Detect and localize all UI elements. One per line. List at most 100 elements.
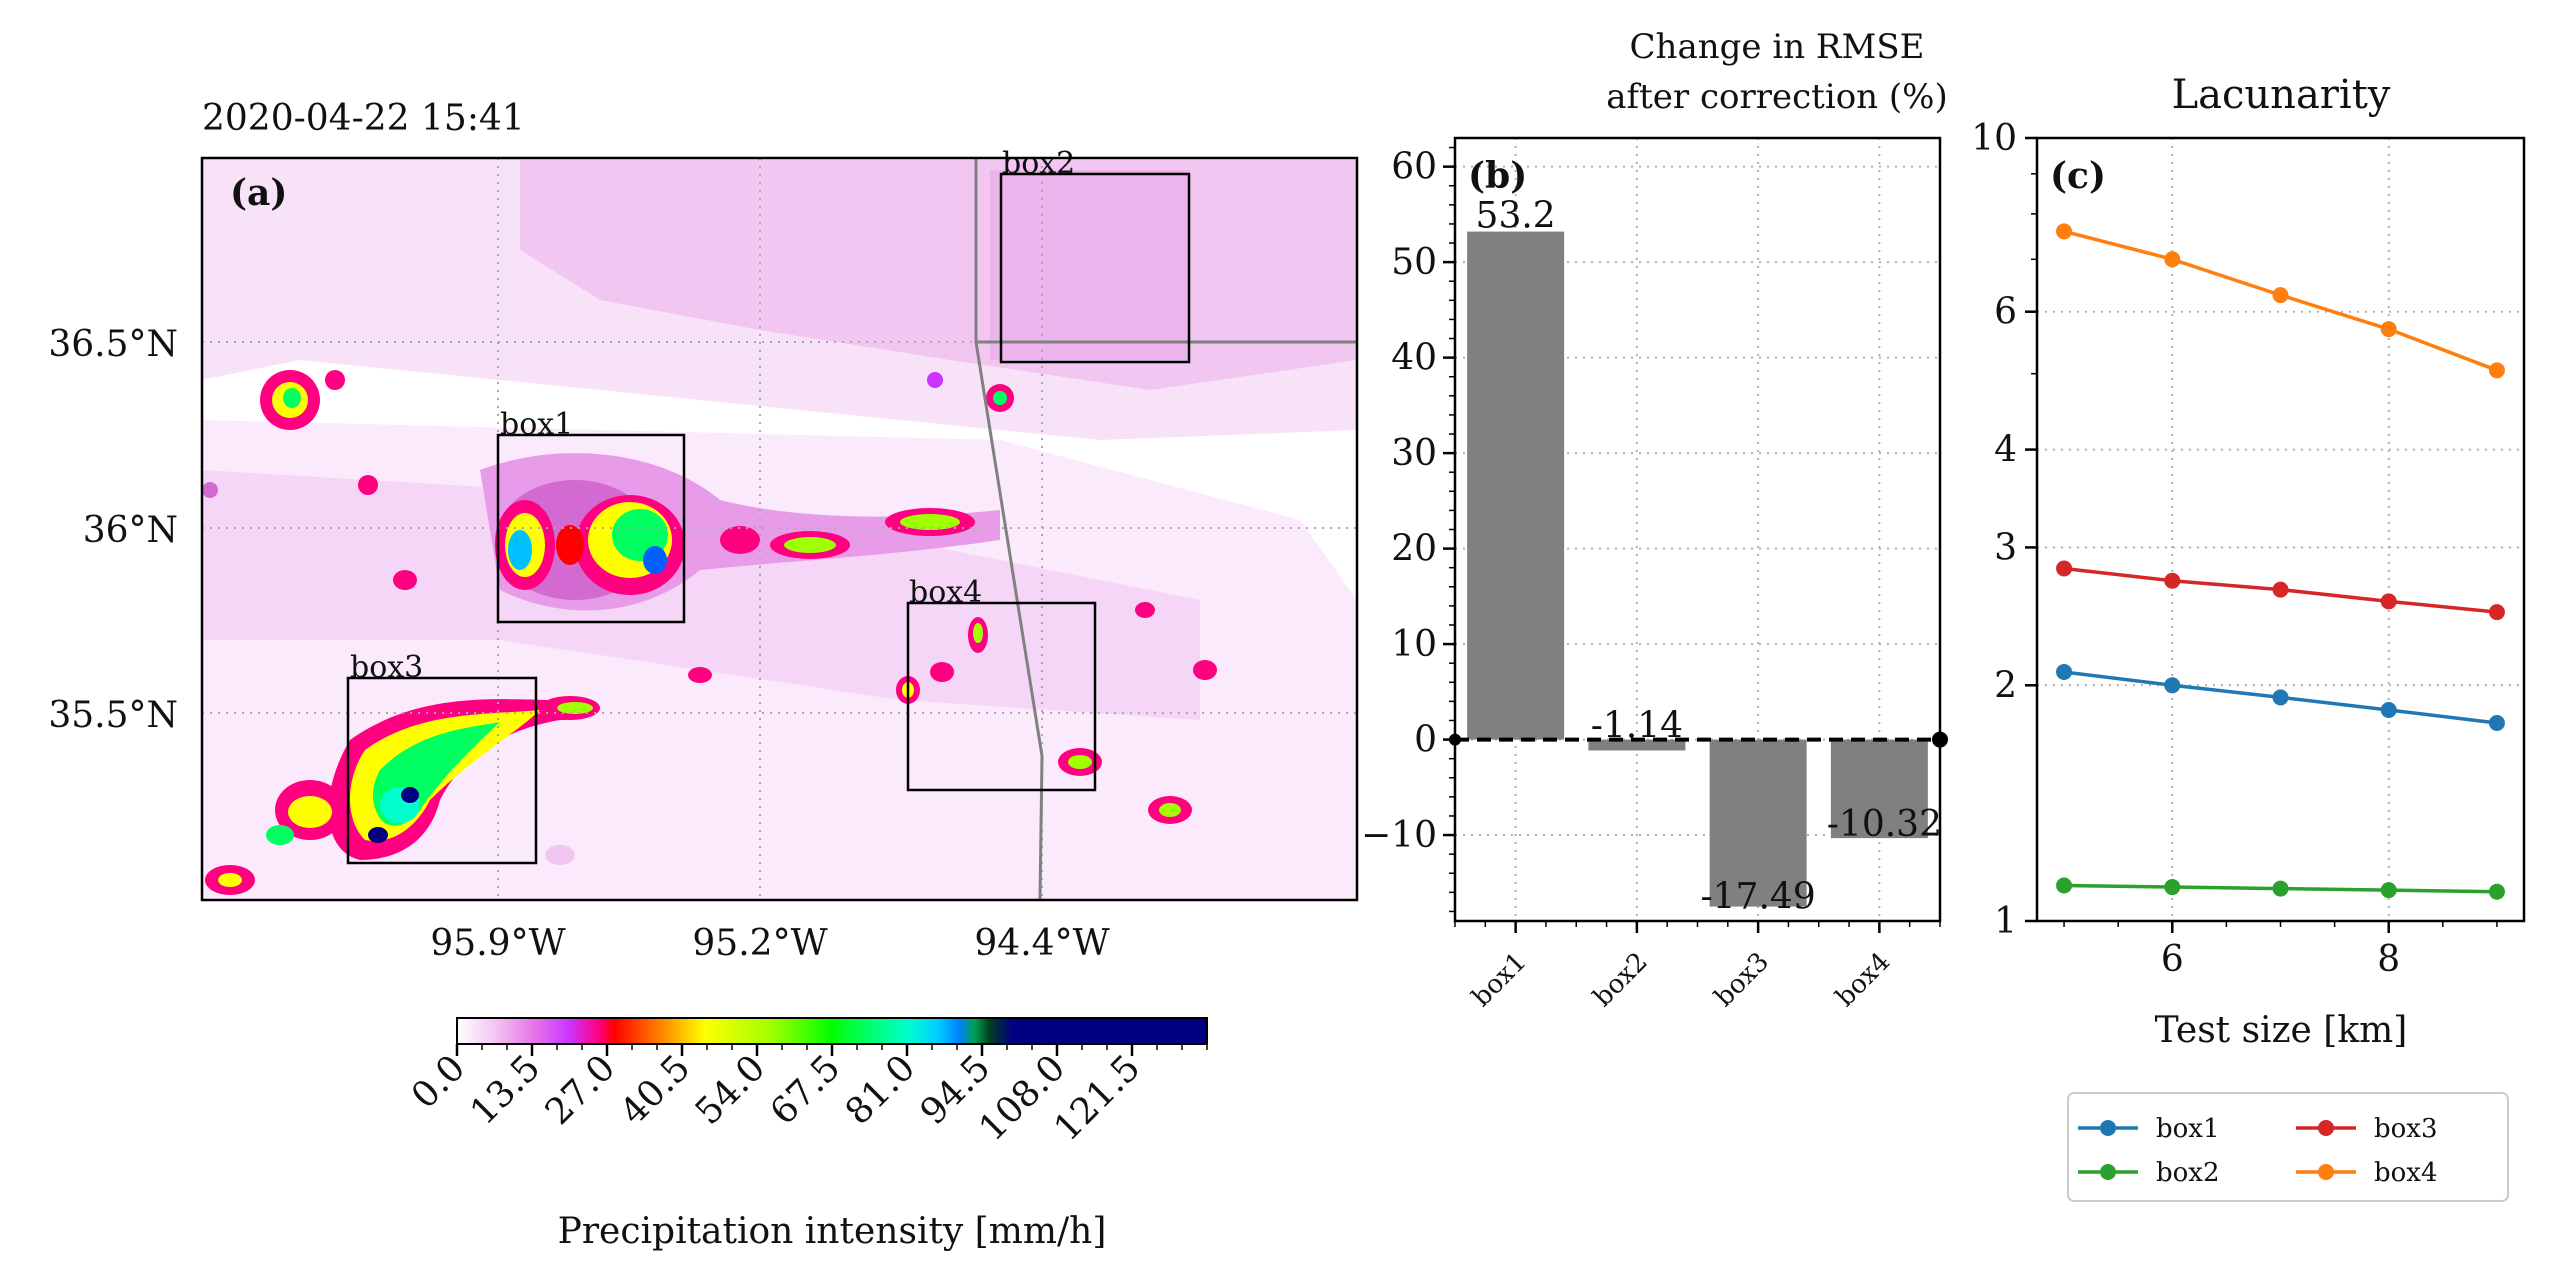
line-y-tick-label: 2 (1994, 665, 2017, 706)
colorbar-ticks: 0.013.527.040.554.067.581.094.5108.0121.… (404, 1044, 1208, 1149)
panel-a-label: (a) (230, 172, 287, 214)
line-x-tick-label: 6 (2161, 939, 2184, 980)
line-point-box1 (2380, 701, 2397, 718)
legend-marker-box2 (2100, 1164, 2116, 1180)
panel-c-label: (c) (2050, 155, 2106, 197)
bar-y-tick-label: 30 (1391, 433, 1437, 474)
lat-label-35-5: 35.5°N (48, 695, 178, 736)
bar-y-tick-label: 10 (1391, 624, 1437, 665)
line-frame (2035, 136, 2526, 923)
legend-marker-box1 (2100, 1120, 2116, 1136)
lat-label-36: 36°N (83, 510, 178, 551)
bar-value-label-box4: -10.32 (1827, 804, 1942, 845)
line-point-box1 (2164, 677, 2181, 694)
bar-y-tick-label: −10 (1361, 815, 1437, 856)
legend-label-box1: box1 (2156, 1114, 2220, 1144)
line-point-box3 (2272, 581, 2289, 598)
line-point-box4 (2164, 251, 2181, 268)
lon-label-95-2: 95.2°W (692, 923, 827, 964)
line-y-tick-label: 3 (1994, 527, 2017, 568)
line-point-box3 (2488, 604, 2505, 621)
bar-box1 (1467, 231, 1565, 740)
bar-y-tick-label: 60 (1391, 147, 1437, 188)
panel-b-title-line2: after correction (%) (1606, 77, 1947, 117)
line-point-box2 (2164, 879, 2181, 896)
line-y-tick-label: 4 (1994, 430, 2017, 471)
colorbar (456, 1017, 1208, 1045)
line-point-box1 (2056, 663, 2073, 680)
colorbar-tick-label: 108.0 (971, 1047, 1073, 1149)
line-y-tick-label: 10 (1971, 118, 2017, 159)
line-point-box3 (2056, 560, 2073, 577)
line-point-box3 (2164, 572, 2181, 589)
bar-marks: 53.2-1.14-17.49-10.32 (1449, 196, 1948, 918)
line-point-box3 (2380, 593, 2397, 610)
panel-b-label: (b) (1468, 155, 1527, 197)
colorbar-tick-label: 67.5 (763, 1047, 849, 1133)
colorbar-tick-label: 81.0 (838, 1047, 924, 1133)
line-marks (2056, 223, 2505, 900)
map-gridlines (202, 158, 1357, 900)
lat-label-36-5: 36.5°N (48, 324, 178, 365)
map-timestamp: 2020-04-22 15:41 (202, 98, 525, 139)
colorbar-tick-label: 0.0 (404, 1047, 473, 1116)
bar-y-tick-label: 50 (1391, 242, 1437, 283)
bar-value-label-box1: 53.2 (1476, 196, 1556, 237)
box3-rect (346, 676, 538, 865)
line-axes: 10 6 4 3 2 1 6 8 (1971, 118, 2498, 980)
colorbar-label: Precipitation intensity [mm/h] (558, 1211, 1107, 1252)
line-y-tick-label: 1 (1994, 901, 2017, 942)
legend-label-box2: box2 (2156, 1158, 2220, 1188)
line-y-tick-label: 6 (1994, 292, 2017, 333)
box4-rect (906, 601, 1097, 792)
legend-label-box3: box3 (2374, 1114, 2438, 1144)
colorbar-tick-label: 54.0 (688, 1047, 774, 1133)
line-point-box4 (2488, 362, 2505, 379)
lon-label-94-4: 94.4°W (974, 923, 1109, 964)
bar-box4 (1830, 739, 1928, 839)
legend-items: box1 box2 box3 box4 (2078, 1114, 2438, 1188)
line-point-box1 (2272, 689, 2289, 706)
line-point-box4 (2272, 287, 2289, 304)
legend-marker-box4 (2318, 1164, 2334, 1180)
precipitation-field (202, 158, 1357, 900)
box1-label: box1 (500, 407, 573, 442)
bar-y-tick-label: 20 (1391, 529, 1437, 570)
line-gridlines (2037, 138, 2524, 921)
legend-marker-box3 (2318, 1120, 2334, 1136)
colorbar-tick-label: 13.5 (463, 1047, 549, 1133)
box4-label: box4 (909, 575, 982, 610)
bar-y-tick-label: 0 (1414, 720, 1437, 761)
box3-label: box3 (350, 650, 423, 685)
line-point-box4 (2380, 321, 2397, 338)
panel-c-title: Lacunarity (2172, 72, 2391, 118)
line-x-tick-label: 8 (2377, 939, 2400, 980)
bar-axes: 60 50 40 30 20 10 0 −10 box1 box2 box3 box4 (1361, 147, 1941, 1013)
bar-x-tick-label: box1 (1466, 947, 1532, 1013)
box1-rect (496, 433, 686, 624)
legend: box1 box2 box3 box4 (2067, 1092, 2509, 1202)
box2-label: box2 (1002, 146, 1075, 181)
panel-b: Change in RMSE after correction (%) 53.2… (1361, 27, 1948, 1013)
line-point-box2 (2380, 882, 2397, 899)
colorbar-tick-label: 40.5 (613, 1047, 699, 1133)
line-point-box2 (2056, 877, 2073, 894)
panel-a: 2020-04-22 15:41 (48, 98, 1359, 1252)
bar-box2 (1588, 739, 1686, 751)
bar-value-label-box3: -17.49 (1701, 877, 1816, 918)
line-point-box2 (2272, 880, 2289, 897)
line-point-box2 (2488, 883, 2505, 900)
bar-x-tick-label: box4 (1830, 947, 1896, 1013)
bar-x-tick-label: box2 (1588, 947, 1654, 1013)
bar-box3 (1709, 739, 1807, 907)
panel-c-xlabel: Test size [km] (2155, 1010, 2408, 1051)
legend-label-box4: box4 (2374, 1158, 2438, 1188)
panel-b-title-line1: Change in RMSE (1630, 27, 1925, 67)
legend-box (2067, 1092, 2509, 1202)
colorbar-tick-label: 121.5 (1046, 1047, 1148, 1149)
line-point-box4 (2056, 223, 2073, 240)
bar-x-tick-label: box3 (1709, 947, 1775, 1013)
box2-rect (999, 172, 1191, 364)
